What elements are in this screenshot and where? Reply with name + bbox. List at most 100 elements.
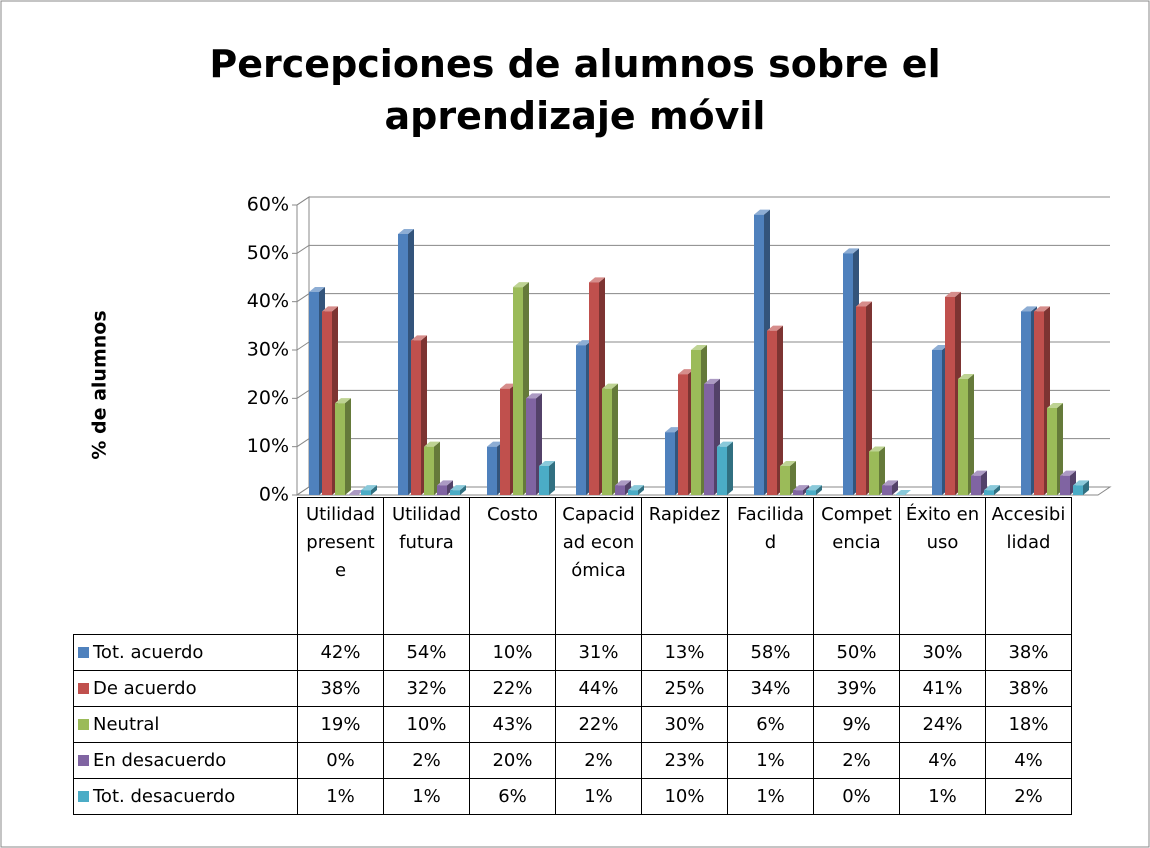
bar-front bbox=[971, 475, 981, 495]
bar-top bbox=[398, 229, 414, 234]
legend-key bbox=[78, 719, 89, 730]
value-label: 2% bbox=[985, 778, 1072, 815]
bar-top bbox=[437, 480, 453, 486]
bar-top bbox=[665, 427, 681, 433]
bar-front bbox=[602, 388, 612, 495]
bar-front bbox=[1073, 485, 1083, 495]
bar bbox=[806, 485, 822, 495]
bar-side bbox=[549, 461, 555, 495]
bar-top bbox=[932, 345, 948, 350]
bar-front bbox=[309, 292, 319, 495]
value-label: 50% bbox=[813, 634, 900, 671]
bar-top bbox=[500, 383, 516, 389]
value-label: 6% bbox=[727, 706, 814, 743]
bar-front bbox=[526, 398, 536, 495]
bar-side bbox=[866, 301, 872, 495]
bar-top bbox=[628, 485, 644, 491]
bar bbox=[793, 485, 809, 495]
value-label: 1% bbox=[383, 778, 470, 815]
value-label: 2% bbox=[383, 742, 470, 779]
bar-front bbox=[678, 374, 688, 495]
bar-top bbox=[754, 209, 770, 215]
bar-front bbox=[958, 379, 968, 495]
value-label: 22% bbox=[555, 706, 642, 743]
bar bbox=[717, 441, 733, 495]
bar bbox=[895, 490, 911, 495]
legend-cell: De acuerdo bbox=[73, 670, 298, 707]
category-label: Utilidad futura bbox=[383, 497, 470, 635]
bar-side bbox=[345, 398, 351, 495]
bar-top bbox=[806, 485, 822, 491]
value-label: 1% bbox=[727, 778, 814, 815]
bar bbox=[450, 485, 466, 495]
bar-top bbox=[513, 282, 529, 288]
bar bbox=[869, 446, 885, 495]
legend-label: En desacuerdo bbox=[93, 750, 227, 771]
bar-top bbox=[576, 340, 592, 346]
value-label: 10% bbox=[383, 706, 470, 743]
value-label: 39% bbox=[813, 670, 900, 707]
series-row: Tot. desacuerdo 1% 1% 6% 1% 10% 1% 0% 1% 2% bbox=[73, 778, 1072, 815]
bar-top bbox=[869, 446, 885, 452]
bar-top bbox=[335, 398, 351, 404]
y-tick-label: 10% bbox=[247, 435, 289, 457]
bar bbox=[602, 383, 618, 495]
legend-label: De acuerdo bbox=[93, 678, 197, 699]
bar bbox=[348, 490, 364, 495]
bar-front bbox=[882, 485, 892, 495]
bar-front bbox=[1047, 408, 1057, 495]
value-label: 2% bbox=[813, 742, 900, 779]
bar-top bbox=[984, 485, 1000, 491]
value-label: 44% bbox=[555, 670, 642, 707]
bar-front bbox=[717, 446, 727, 495]
bar-top bbox=[704, 378, 720, 384]
bar-front bbox=[767, 330, 777, 495]
bar-front bbox=[665, 432, 675, 495]
value-label: 18% bbox=[985, 706, 1072, 743]
bar-front bbox=[780, 466, 790, 495]
bar bbox=[424, 441, 440, 495]
bar bbox=[780, 461, 796, 495]
bar-front bbox=[945, 296, 955, 495]
bar bbox=[539, 461, 555, 495]
bar-top bbox=[1047, 403, 1063, 408]
bar-top bbox=[895, 490, 911, 495]
y-tick-label: 20% bbox=[247, 387, 289, 409]
value-label: 31% bbox=[555, 634, 642, 671]
y-tick-label: 30% bbox=[247, 339, 289, 361]
series-row: Tot. acuerdo 42% 54% 10% 31% 13% 58% 50% 30% 38% bbox=[73, 634, 1072, 671]
legend-label: Tot. acuerdo bbox=[93, 642, 204, 663]
bar bbox=[361, 485, 377, 495]
value-label: 38% bbox=[985, 634, 1072, 671]
bar-top bbox=[958, 374, 974, 379]
grid-line bbox=[296, 293, 1110, 303]
value-label: 10% bbox=[641, 778, 728, 815]
bar-side bbox=[1083, 480, 1089, 495]
bar-top bbox=[717, 441, 733, 447]
y-tick-label: 40% bbox=[247, 290, 289, 312]
value-label: 2% bbox=[555, 742, 642, 779]
chart-title: Percepciones de alumnos sobre el aprendi… bbox=[209, 42, 941, 138]
bar-front bbox=[615, 485, 625, 495]
value-label: 19% bbox=[297, 706, 384, 743]
bar bbox=[767, 325, 783, 495]
bar-top bbox=[882, 480, 898, 486]
bar-front bbox=[437, 485, 447, 495]
value-label: 0% bbox=[813, 778, 900, 815]
value-label: 20% bbox=[469, 742, 556, 779]
value-label: 0% bbox=[297, 742, 384, 779]
bar-top bbox=[526, 393, 542, 399]
bar-side bbox=[612, 383, 618, 495]
bar-side bbox=[371, 485, 377, 495]
value-label: 6% bbox=[469, 778, 556, 815]
bar-top bbox=[1073, 480, 1089, 486]
y-axis-label: % de alumnos bbox=[89, 310, 111, 459]
bar-side bbox=[447, 480, 453, 495]
value-label: 32% bbox=[383, 670, 470, 707]
bar-front bbox=[576, 345, 586, 495]
bar-top bbox=[767, 325, 783, 331]
bar-top bbox=[691, 345, 707, 350]
bar-front bbox=[1021, 311, 1031, 495]
category-label: Éxito en uso bbox=[899, 497, 986, 635]
bar-top bbox=[602, 383, 618, 389]
